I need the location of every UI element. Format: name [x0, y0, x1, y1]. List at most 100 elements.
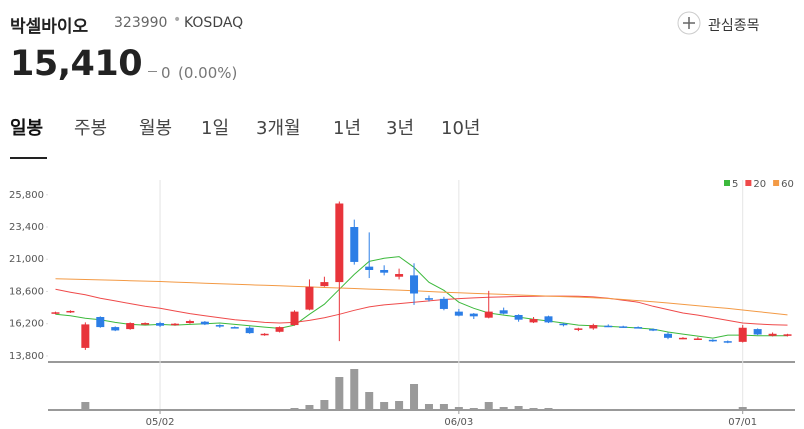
- candle-body: [469, 313, 478, 317]
- volume-bar: [260, 409, 269, 410]
- volume-bar: [678, 409, 687, 410]
- unchanged-icon: [148, 71, 157, 72]
- candle-body: [350, 227, 359, 262]
- volume-bar: [350, 369, 359, 410]
- candle-body: [514, 314, 523, 320]
- watch-icon[interactable]: [677, 11, 701, 35]
- volume-bar: [81, 402, 90, 410]
- volume-bar: [499, 407, 508, 410]
- volume-bar: [96, 409, 105, 410]
- candle-body: [395, 274, 404, 277]
- candle-body: [215, 325, 224, 327]
- volume-bar: [723, 409, 732, 410]
- candle-body: [768, 333, 777, 336]
- volume-bar: [126, 409, 135, 410]
- candle-body: [245, 327, 254, 334]
- volume-bar: [51, 409, 60, 410]
- volume-bar: [634, 409, 643, 410]
- candle-body: [156, 323, 165, 326]
- x-tick-label: 07/01: [728, 417, 757, 428]
- volume-bar: [365, 392, 374, 410]
- volume-bar: [320, 400, 329, 410]
- volume-bar: [66, 409, 75, 410]
- candle-body: [783, 334, 792, 336]
- volume-bar: [111, 409, 120, 410]
- volume-bar: [783, 409, 792, 410]
- candle-body: [649, 329, 658, 331]
- volume-bar: [215, 409, 224, 410]
- volume-bar: [649, 409, 658, 410]
- candle-body: [574, 328, 583, 330]
- volume-bar: [514, 406, 523, 410]
- candle-body: [96, 317, 105, 328]
- candle-body: [664, 333, 673, 338]
- candle-body: [290, 311, 299, 326]
- volume-bar: [439, 404, 448, 410]
- legend-label: 60: [781, 179, 794, 190]
- tab[interactable]: 3년: [386, 118, 415, 139]
- volume-bar: [589, 409, 598, 410]
- candle-body: [424, 298, 433, 300]
- volume-bar: [141, 409, 150, 410]
- volume-bar: [619, 409, 628, 410]
- moving-average-line: [55, 256, 788, 339]
- candle-body: [589, 325, 598, 329]
- tab[interactable]: 월봉: [139, 118, 173, 139]
- candle-body: [126, 323, 135, 330]
- stock-code: 323990: [114, 15, 168, 31]
- tab[interactable]: 주봉: [74, 118, 108, 139]
- candle-body: [335, 203, 344, 283]
- candle-body: [111, 327, 120, 331]
- tab-underline: [10, 157, 47, 159]
- candle-body: [439, 298, 448, 309]
- candle-body: [200, 321, 209, 325]
- candle-body: [141, 323, 150, 325]
- y-tick-label: 13,800: [9, 351, 44, 362]
- candle-body: [81, 324, 90, 348]
- volume-bar: [424, 404, 433, 410]
- y-tick-label: 18,600: [9, 286, 44, 297]
- watch-button[interactable]: 관심종목: [708, 18, 760, 34]
- volume-bar: [156, 409, 165, 410]
- candle-body: [499, 310, 508, 314]
- candle-body: [320, 282, 329, 287]
- candle-body: [619, 326, 628, 328]
- volume-bar: [738, 407, 747, 410]
- volume-bar: [559, 409, 568, 410]
- candle-body: [529, 319, 538, 323]
- volume-bar: [664, 409, 673, 410]
- volume-bar: [395, 401, 404, 410]
- legend-label: 20: [753, 179, 766, 190]
- volume-bar: [290, 408, 299, 410]
- candle-body: [260, 333, 269, 336]
- legend-label: 5: [732, 179, 738, 190]
- volume-bar: [245, 409, 254, 410]
- volume-bar: [544, 408, 553, 410]
- volume-bar: [230, 409, 239, 410]
- moving-average-line: [55, 288, 788, 326]
- candle-body: [604, 325, 613, 328]
- x-tick-label: 05/02: [146, 417, 175, 428]
- volume-bar: [335, 377, 344, 410]
- candle-body: [230, 327, 239, 329]
- volume-bar: [753, 409, 762, 410]
- y-tick-label: 23,400: [9, 222, 44, 233]
- tab[interactable]: 일봉: [10, 118, 44, 139]
- candle-body: [365, 266, 374, 270]
- tab[interactable]: 3개월: [256, 118, 301, 139]
- volume-bar: [305, 405, 314, 410]
- candle-body: [544, 316, 553, 323]
- candle-body: [693, 338, 702, 340]
- candle-body: [66, 310, 75, 313]
- tab[interactable]: 1년: [333, 118, 362, 139]
- candle-body: [410, 275, 419, 294]
- moving-average-line: [55, 278, 788, 316]
- stock-name: 박셀바이오: [10, 17, 89, 37]
- legend-swatch: [773, 180, 780, 186]
- tab[interactable]: 10년: [441, 118, 481, 139]
- tab[interactable]: 1일: [201, 118, 230, 139]
- separator: •: [173, 12, 182, 28]
- volume-bar: [170, 409, 179, 410]
- volume-bar: [469, 408, 478, 410]
- volume-bar: [529, 408, 538, 410]
